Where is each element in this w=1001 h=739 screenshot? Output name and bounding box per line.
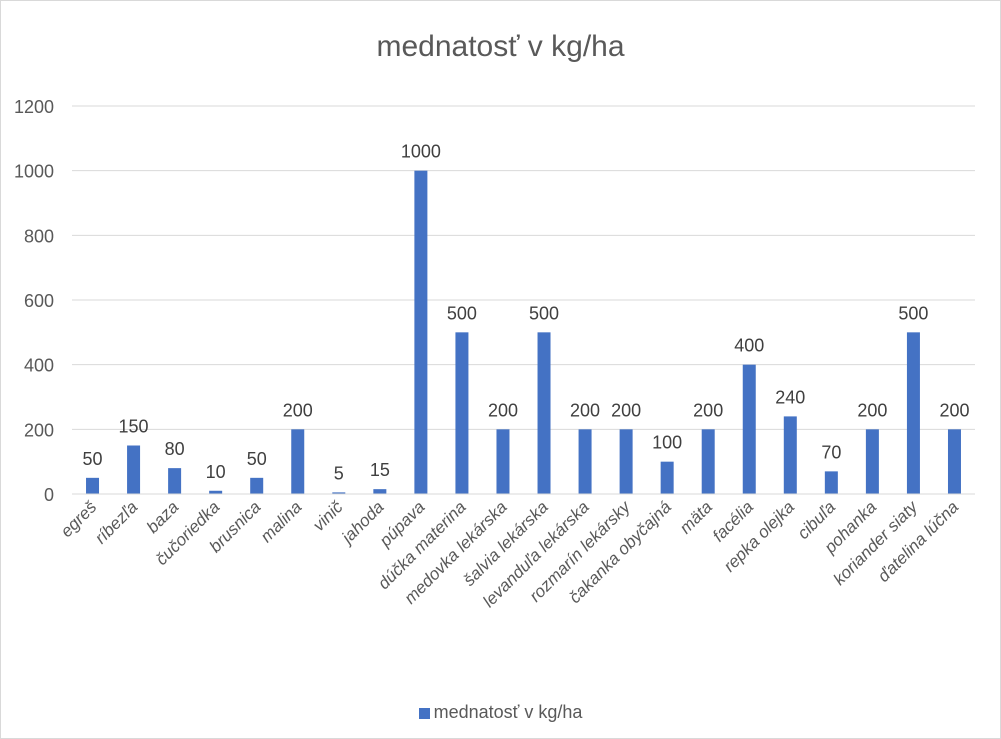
bar bbox=[578, 429, 592, 494]
bar bbox=[414, 170, 428, 494]
y-tick-label: 1200 bbox=[14, 97, 54, 117]
data-label: 15 bbox=[370, 460, 390, 480]
bar bbox=[86, 477, 100, 494]
bar bbox=[537, 332, 551, 494]
data-label: 70 bbox=[821, 442, 841, 462]
bar bbox=[906, 332, 920, 494]
bar bbox=[332, 492, 346, 494]
bar bbox=[209, 490, 223, 494]
chart-title: mednatosť v kg/ha bbox=[376, 30, 625, 63]
data-label: 80 bbox=[165, 439, 185, 459]
data-label: 500 bbox=[447, 303, 477, 323]
data-label: 100 bbox=[652, 433, 682, 453]
data-label: 500 bbox=[529, 303, 559, 323]
data-label: 10 bbox=[206, 462, 226, 482]
data-label: 50 bbox=[83, 449, 103, 469]
data-label: 400 bbox=[734, 336, 764, 356]
data-label: 200 bbox=[857, 400, 887, 420]
data-label: 5 bbox=[334, 463, 344, 483]
bar bbox=[660, 461, 674, 494]
data-label: 240 bbox=[775, 387, 805, 407]
bar bbox=[742, 364, 756, 494]
bar bbox=[373, 489, 387, 494]
data-label: 200 bbox=[488, 400, 518, 420]
data-label: 500 bbox=[898, 303, 928, 323]
legend-label: mednatosť v kg/ha bbox=[433, 702, 583, 722]
bar bbox=[168, 468, 182, 494]
bar bbox=[619, 429, 633, 494]
bar bbox=[496, 429, 510, 494]
data-label: 150 bbox=[119, 417, 149, 437]
data-label: 200 bbox=[939, 400, 969, 420]
y-tick-label: 0 bbox=[44, 485, 54, 505]
bar bbox=[783, 416, 797, 494]
x-tick-label: malina bbox=[257, 497, 306, 546]
bar bbox=[291, 429, 305, 494]
bar bbox=[947, 429, 961, 494]
data-label: 200 bbox=[611, 400, 641, 420]
data-label: 1000 bbox=[401, 142, 441, 162]
data-label: 200 bbox=[693, 400, 723, 420]
y-tick-label: 600 bbox=[24, 291, 54, 311]
bar bbox=[701, 429, 715, 494]
data-label: 50 bbox=[247, 449, 267, 469]
y-tick-label: 400 bbox=[24, 356, 54, 376]
bar bbox=[455, 332, 469, 494]
data-label: 200 bbox=[570, 400, 600, 420]
y-tick-label: 200 bbox=[24, 420, 54, 440]
x-tick-label: ríbezľa bbox=[91, 497, 141, 547]
y-tick-label: 1000 bbox=[14, 162, 54, 182]
bar bbox=[824, 471, 838, 494]
bar bbox=[250, 477, 264, 494]
bar bbox=[127, 445, 141, 494]
legend-swatch bbox=[418, 708, 430, 719]
bar bbox=[865, 429, 879, 494]
legend: mednatosť v kg/ha bbox=[0, 702, 1001, 723]
data-label: 200 bbox=[283, 400, 313, 420]
y-tick-label: 800 bbox=[24, 226, 54, 246]
